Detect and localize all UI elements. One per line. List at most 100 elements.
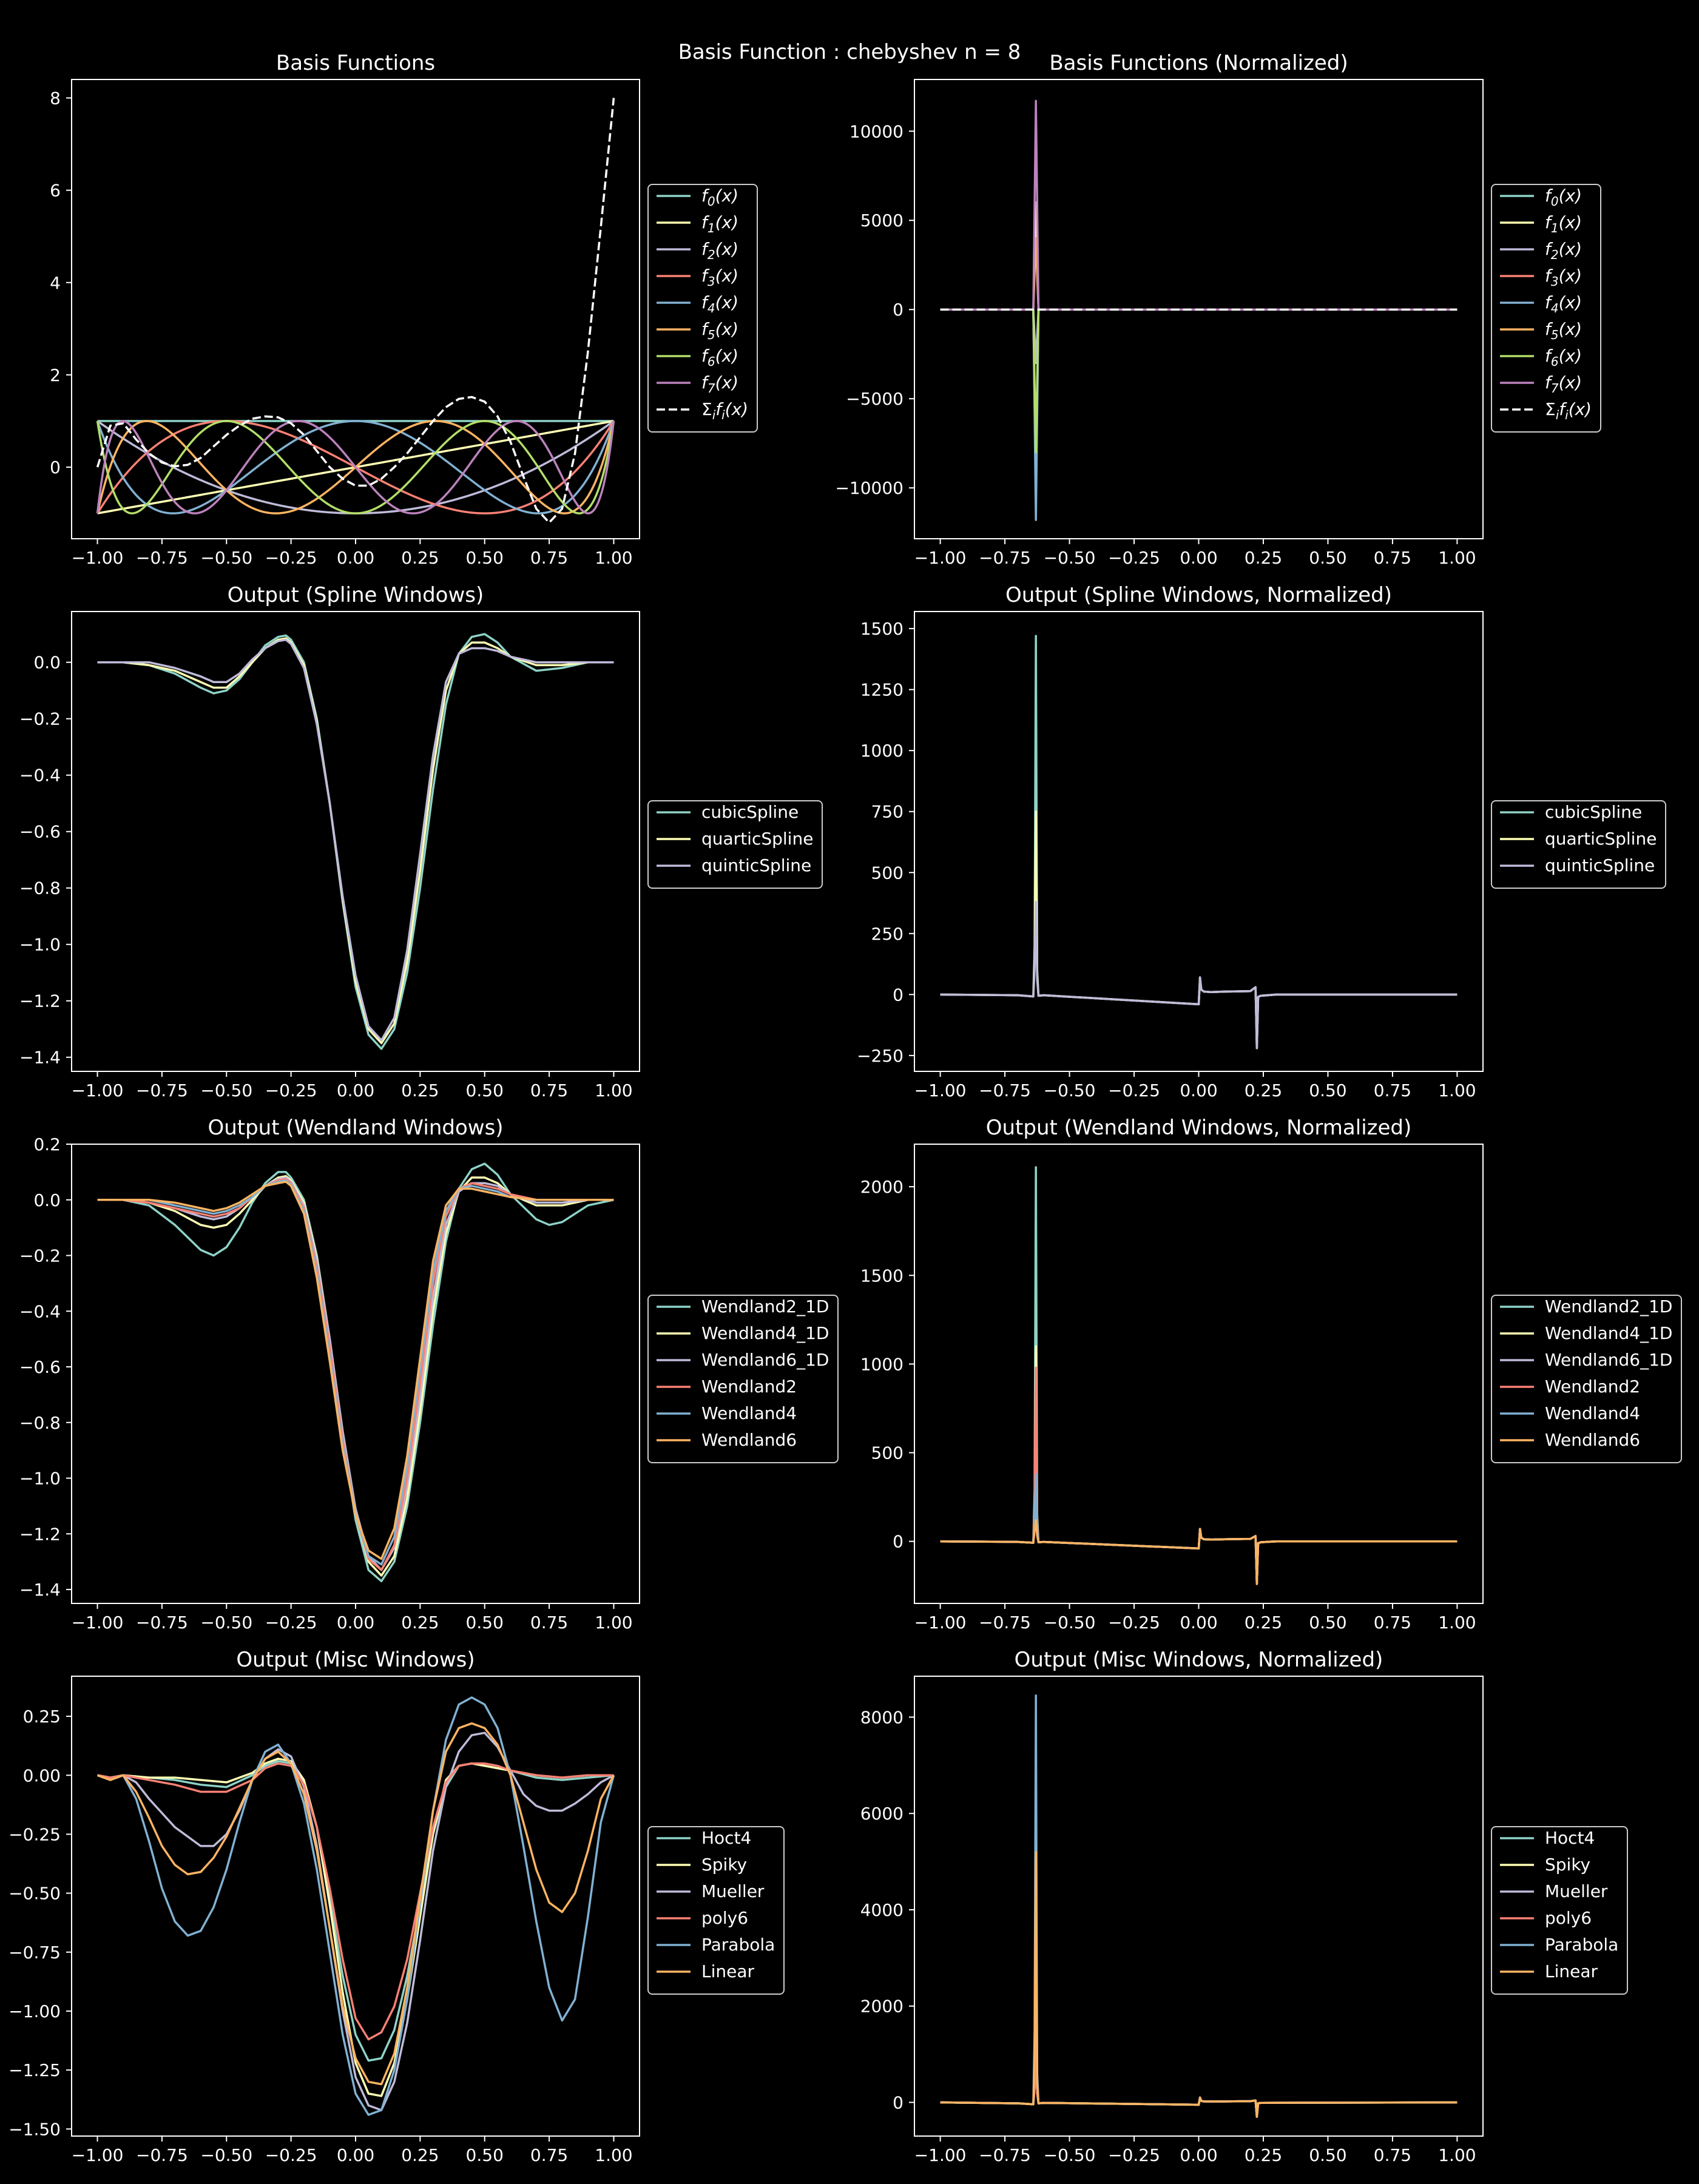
x-tick-label: −1.00 <box>72 1613 124 1633</box>
legend-label: Wendland4 <box>1545 1403 1640 1423</box>
series-line-2 <box>97 1758 614 2097</box>
series-line-3 <box>97 638 614 1042</box>
y-tick-label: −0.6 <box>19 822 61 842</box>
x-tick-label: 1.00 <box>595 2145 632 2165</box>
legend-label: f1(x) <box>701 212 738 235</box>
x-tick-label: 0.00 <box>1180 1080 1217 1100</box>
series-line-3 <box>96 1731 615 2111</box>
y-tick-label: −10000 <box>835 478 904 498</box>
y-tick-label: 0 <box>893 2092 904 2112</box>
series-group <box>97 633 614 1050</box>
panel-title: Output (Misc Windows, Normalized) <box>1015 1648 1383 1672</box>
y-tick-label: −0.2 <box>19 1246 61 1266</box>
legend: Hoct4 Spiky Mueller poly6 Parabola Linear <box>647 1826 785 1995</box>
x-tick-label: 0.75 <box>530 1613 568 1633</box>
x-tick-label: −0.50 <box>200 2145 252 2165</box>
legend-label: f0(x) <box>701 186 738 209</box>
legend-label: Wendland4 <box>701 1403 797 1423</box>
legend-label: Σifi(x) <box>1545 399 1592 422</box>
legend-box <box>647 184 758 433</box>
x-tick-label: −1.00 <box>914 1613 967 1633</box>
legend-label: f4(x) <box>701 292 738 315</box>
y-tick-label: −1.00 <box>8 2001 61 2021</box>
y-tick-label: 500 <box>871 863 904 883</box>
y-tick-label: 10000 <box>850 121 904 141</box>
legend-label: f2(x) <box>1545 239 1582 262</box>
x-tick-label: −0.25 <box>265 1080 317 1100</box>
legend-box <box>1491 800 1666 889</box>
legend-label: Linear <box>1545 1961 1598 1981</box>
series-group <box>97 1162 614 1583</box>
legend-label: Wendland6_1D <box>701 1350 829 1370</box>
legend-label: quarticSpline <box>701 829 813 849</box>
subplot-1: Basis Functions −1.00 −0.75 −0.50 −0.25 0.00 0… <box>50 51 758 568</box>
y-tick-label: −1.2 <box>19 1524 61 1544</box>
panel-title: Output (Spline Windows, Normalized) <box>1005 583 1392 607</box>
x-tick-label: −0.50 <box>200 548 252 568</box>
legend: f0(x) f1(x) f2(x) f3(x) f4(x) f5(x) f6(x) f7(x)… <box>647 184 758 433</box>
series-line-6 <box>940 1850 1457 2118</box>
legend: Hoct4 Spiky Mueller poly6 Parabola Linear <box>1491 1826 1628 1995</box>
y-tick-label: 1500 <box>860 619 904 639</box>
y-tick-label: 0.25 <box>23 1707 61 1727</box>
series-group <box>96 98 615 524</box>
series-line-8 <box>96 420 615 514</box>
y-tick-label: 0 <box>893 985 904 1005</box>
legend-label: f2(x) <box>701 239 738 262</box>
x-tick-label: 0.25 <box>1245 2145 1282 2165</box>
x-tick-label: 0.75 <box>530 2145 568 2165</box>
x-tick-label: 0.00 <box>337 548 374 568</box>
series-line-6 <box>96 1722 615 2086</box>
y-tick-label: 250 <box>871 924 904 944</box>
legend: f0(x) f1(x) f2(x) f3(x) f4(x) f5(x) f6(x) f7(x)… <box>1491 184 1601 433</box>
x-tick-label: −0.50 <box>1044 1613 1096 1633</box>
legend-label: Wendland2 <box>1545 1377 1640 1397</box>
x-tick-label: 0.50 <box>1309 1080 1346 1100</box>
legend-label: f6(x) <box>701 346 738 369</box>
legend-label: Wendland4_1D <box>701 1323 829 1343</box>
subplot-2: Basis Functions (Normalized) −1.00 −0.75 −0… <box>835 51 1601 568</box>
x-tick-label: −0.75 <box>136 2145 188 2165</box>
legend-label: f3(x) <box>1545 266 1582 289</box>
legend-label: poly6 <box>1545 1908 1592 1928</box>
x-tick-label: 1.00 <box>595 1080 632 1100</box>
x-tick-label: −0.25 <box>265 2145 317 2165</box>
y-tick-label: 2 <box>50 365 61 385</box>
legend-box <box>1491 1826 1628 1995</box>
x-tick-label: −0.50 <box>200 1080 252 1100</box>
legend-label: Wendland2_1D <box>1545 1296 1672 1316</box>
y-tick-label: −250 <box>857 1046 904 1066</box>
y-tick-label: −1.4 <box>19 1580 61 1600</box>
x-tick-label: −0.25 <box>1108 1613 1160 1633</box>
y-tick-label: 0.0 <box>33 653 61 673</box>
x-tick-label: 0.25 <box>1245 548 1282 568</box>
y-tick-label: 4 <box>50 273 61 293</box>
y-tick-label: −0.75 <box>8 1943 61 1963</box>
x-tick-label: 0.00 <box>337 1080 374 1100</box>
y-tick-label: 0.2 <box>33 1134 61 1154</box>
panel-title: Output (Wendland Windows) <box>208 1116 503 1140</box>
x-tick-label: −0.25 <box>1108 1080 1160 1100</box>
x-tick-label: −0.25 <box>1108 2145 1160 2165</box>
x-tick-label: 1.00 <box>1438 1080 1476 1100</box>
x-tick-label: 1.00 <box>595 548 632 568</box>
x-tick-label: 0.75 <box>530 1080 568 1100</box>
legend-label: Hoct4 <box>1545 1828 1595 1848</box>
x-tick-label: −0.75 <box>979 2145 1031 2165</box>
legend-label: quinticSpline <box>1545 855 1655 875</box>
legend-box <box>1491 1295 1682 1463</box>
x-tick-label: −0.50 <box>1044 2145 1096 2165</box>
panel-title: Output (Wendland Windows, Normalized) <box>986 1116 1412 1140</box>
x-tick-label: 0.50 <box>466 1613 504 1633</box>
x-tick-label: −0.50 <box>200 1613 252 1633</box>
x-tick-label: 0.75 <box>1374 2145 1411 2165</box>
legend-label: Spiky <box>1545 1855 1590 1875</box>
legend-label: Wendland6 <box>1545 1430 1640 1450</box>
y-tick-label: 1000 <box>860 741 904 761</box>
legend-label: Wendland6_1D <box>1545 1350 1672 1370</box>
x-tick-label: 0.25 <box>401 548 439 568</box>
x-tick-label: 0.25 <box>1245 1080 1282 1100</box>
series-group <box>940 1166 1457 1585</box>
